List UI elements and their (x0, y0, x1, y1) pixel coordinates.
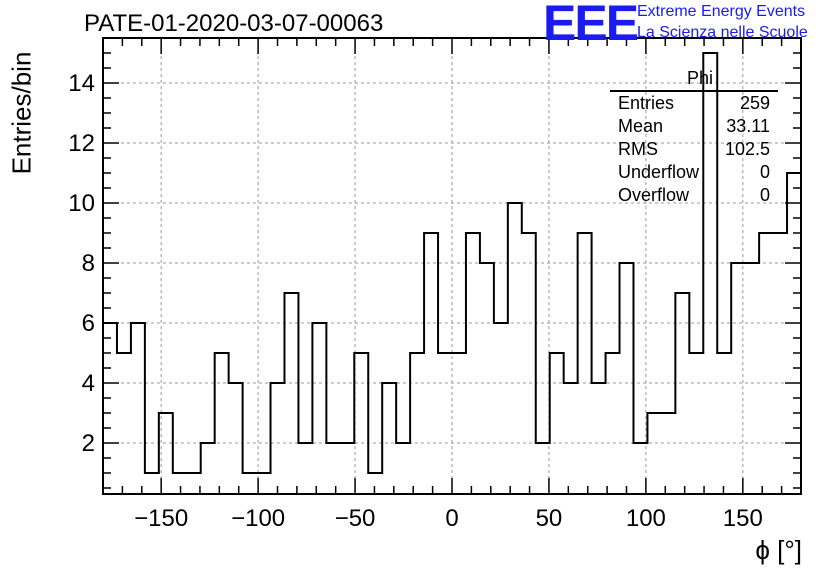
stats-box: Phi Entries 259 Mean 33.11 RMS 102.5 Und… (610, 68, 778, 207)
stats-row-rms: RMS 102.5 (610, 138, 778, 161)
logo-line-2: La Scienza nelle Scuole (637, 24, 808, 41)
y-tick-label: 10 (68, 190, 95, 217)
stats-row-overflow: Overflow 0 (610, 184, 778, 207)
x-tick-label: 150 (723, 505, 763, 532)
y-tick-label: 12 (68, 130, 95, 157)
logo-line-1: Extreme Energy Events (637, 3, 806, 20)
chart-title: PATE-01-2020-03-07-00063 (84, 10, 384, 37)
x-tick-label: 50 (536, 505, 563, 532)
stats-label: RMS (618, 139, 658, 159)
axis-tick-labels: −150 −100 −50 0 50 100 150 2 4 6 8 10 12 14 (68, 70, 763, 532)
y-tick-label: 8 (82, 250, 95, 277)
stats-row-underflow: Underflow 0 (610, 161, 778, 184)
y-tick-label: 4 (82, 370, 95, 397)
x-axis-label: ϕ [°] (755, 535, 802, 565)
x-tick-label: −50 (335, 505, 376, 532)
stats-label: Mean (618, 116, 664, 136)
stats-value: 33.11 (726, 116, 770, 136)
stats-value: 259 (739, 93, 770, 113)
y-tick-label: 6 (82, 310, 95, 337)
stats-title: Phi (610, 68, 778, 92)
histogram-outline (103, 52, 801, 474)
stats-label: Overflow (618, 185, 690, 205)
y-tick-label: 14 (68, 70, 95, 97)
x-tick-label: 0 (445, 505, 458, 532)
stats-label: Entries (618, 93, 675, 113)
stats-value: 0 (759, 162, 770, 182)
axis-ticks (102, 37, 802, 494)
stats-value: 0 (759, 185, 770, 205)
y-axis-label: Entries/bin (6, 51, 37, 175)
stats-value: 102.5 (724, 139, 770, 159)
x-tick-label: −150 (134, 505, 188, 532)
stats-label: Underflow (618, 162, 700, 182)
eee-logo: EEE (543, 0, 639, 51)
x-tick-label: 100 (626, 505, 666, 532)
stats-row-mean: Mean 33.11 (610, 115, 778, 138)
x-tick-label: −100 (231, 505, 285, 532)
y-tick-label: 2 (82, 430, 95, 457)
stats-row-entries: Entries 259 (610, 92, 778, 115)
